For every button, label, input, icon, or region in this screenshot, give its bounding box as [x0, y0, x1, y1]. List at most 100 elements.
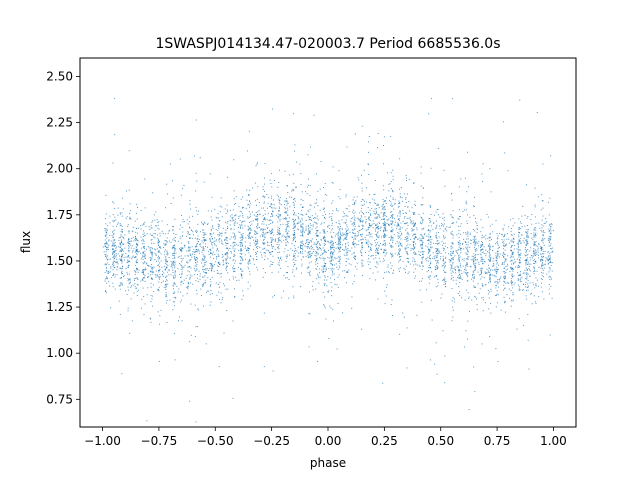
data-point — [402, 200, 404, 202]
data-point — [337, 226, 339, 228]
data-point — [408, 210, 410, 212]
data-point — [488, 297, 490, 299]
data-point — [383, 271, 385, 273]
data-point — [279, 169, 281, 171]
data-point — [157, 288, 159, 290]
data-point — [391, 265, 393, 267]
data-point — [541, 265, 543, 267]
data-point — [155, 260, 157, 262]
data-point — [467, 214, 469, 216]
data-point — [526, 241, 528, 243]
data-point — [324, 237, 326, 239]
data-point — [394, 203, 396, 205]
data-point — [121, 271, 123, 273]
data-point — [296, 250, 298, 252]
data-point — [391, 220, 393, 222]
data-point — [469, 234, 471, 236]
data-point — [358, 234, 359, 236]
data-point — [233, 233, 235, 235]
data-point — [293, 254, 295, 256]
data-point — [191, 253, 193, 255]
data-point — [358, 225, 360, 227]
data-point — [377, 228, 379, 230]
data-point — [197, 249, 199, 251]
data-point — [233, 190, 235, 192]
data-point — [458, 236, 460, 238]
data-point — [372, 220, 374, 222]
data-point — [382, 223, 384, 225]
data-point — [195, 262, 197, 264]
data-point — [338, 244, 340, 246]
data-point — [444, 261, 446, 263]
data-point — [420, 172, 422, 174]
data-point — [415, 205, 416, 207]
data-point — [512, 242, 514, 244]
data-point — [433, 258, 435, 260]
data-point — [489, 274, 491, 276]
data-point — [455, 250, 457, 252]
data-point — [249, 260, 251, 262]
data-point — [496, 294, 498, 296]
data-point — [144, 261, 146, 263]
data-point — [127, 224, 129, 226]
data-point — [307, 210, 309, 212]
data-point — [124, 234, 126, 236]
data-point — [268, 252, 270, 254]
data-point — [311, 238, 313, 240]
data-point — [220, 292, 222, 294]
data-point — [525, 273, 527, 275]
data-point — [189, 266, 191, 268]
data-point — [397, 206, 399, 208]
data-point — [480, 246, 482, 248]
data-point — [321, 265, 323, 267]
data-point — [419, 265, 421, 267]
data-point — [111, 245, 113, 247]
data-point — [287, 221, 289, 223]
data-point — [267, 227, 269, 229]
data-point — [502, 289, 504, 291]
data-point — [199, 278, 201, 280]
data-point — [368, 245, 370, 247]
data-point — [529, 293, 531, 295]
data-point — [189, 237, 191, 239]
data-point — [387, 264, 389, 266]
data-point — [301, 231, 303, 233]
data-point — [120, 230, 122, 232]
data-point — [421, 258, 423, 260]
data-point — [305, 191, 307, 193]
data-point — [457, 255, 459, 257]
data-point — [376, 242, 378, 244]
data-point — [239, 262, 241, 264]
data-point — [353, 232, 355, 234]
data-point — [197, 241, 199, 243]
data-point — [233, 228, 235, 230]
data-point — [496, 270, 498, 272]
data-point — [310, 205, 312, 207]
data-point — [482, 243, 484, 245]
data-point — [115, 261, 116, 263]
data-point — [165, 294, 167, 296]
data-point — [151, 238, 153, 240]
data-point — [533, 236, 535, 238]
data-point — [419, 254, 421, 256]
data-point — [209, 262, 211, 264]
data-point — [221, 256, 223, 258]
data-point — [113, 258, 115, 260]
data-point — [436, 248, 438, 250]
data-point — [170, 261, 172, 263]
data-point — [160, 309, 162, 311]
data-point — [435, 227, 437, 229]
data-point — [383, 218, 385, 220]
data-point — [535, 285, 537, 287]
data-point — [185, 277, 187, 279]
data-point — [287, 232, 289, 234]
data-point — [545, 257, 547, 259]
data-point — [307, 184, 309, 186]
data-point — [267, 232, 269, 233]
data-point — [401, 232, 402, 234]
data-point — [395, 243, 397, 245]
data-point — [328, 242, 330, 244]
data-point — [519, 262, 521, 264]
data-point — [107, 278, 109, 280]
data-point — [495, 281, 497, 283]
